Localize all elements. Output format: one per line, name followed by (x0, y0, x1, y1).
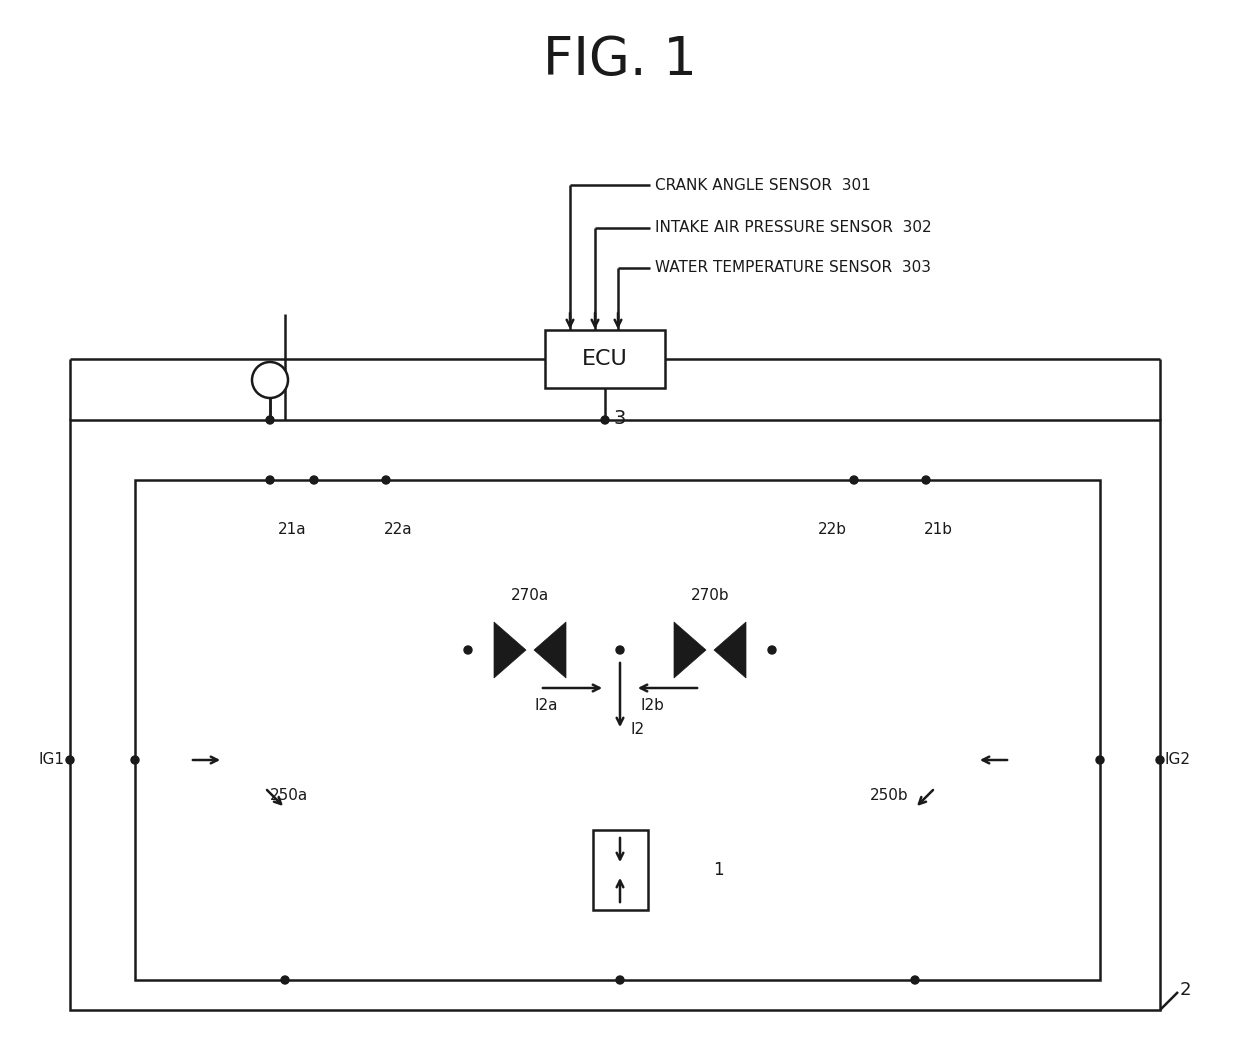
Text: 3: 3 (614, 408, 626, 428)
Circle shape (849, 476, 858, 484)
Polygon shape (494, 623, 526, 678)
Text: 250b: 250b (870, 787, 909, 803)
Circle shape (382, 476, 391, 484)
Circle shape (1156, 756, 1164, 764)
Text: 22b: 22b (817, 523, 847, 537)
Text: FIG. 1: FIG. 1 (543, 34, 697, 86)
Circle shape (267, 476, 274, 484)
Text: INTAKE AIR PRESSURE SENSOR  302: INTAKE AIR PRESSURE SENSOR 302 (655, 221, 931, 235)
Text: 22a: 22a (383, 523, 413, 537)
Text: IG2: IG2 (1166, 753, 1190, 767)
Text: 1: 1 (713, 861, 724, 879)
Circle shape (310, 476, 317, 484)
Bar (593, 830, 649, 910)
Bar (546, 330, 665, 388)
Circle shape (1096, 756, 1104, 764)
Text: WATER TEMPERATURE SENSOR  303: WATER TEMPERATURE SENSOR 303 (655, 260, 931, 276)
Circle shape (267, 416, 274, 424)
Circle shape (131, 756, 139, 764)
Circle shape (281, 976, 289, 984)
Text: IG1: IG1 (38, 753, 64, 767)
Text: 250a: 250a (270, 787, 309, 803)
Circle shape (911, 976, 919, 984)
Text: CRANK ANGLE SENSOR  301: CRANK ANGLE SENSOR 301 (655, 178, 870, 193)
Text: 21a: 21a (278, 523, 306, 537)
Polygon shape (714, 623, 746, 678)
Circle shape (601, 416, 609, 424)
Text: I2a: I2a (534, 699, 558, 713)
Text: 270b: 270b (691, 587, 729, 603)
Circle shape (464, 646, 472, 654)
Circle shape (923, 476, 930, 484)
Text: 21b: 21b (924, 523, 952, 537)
Circle shape (616, 646, 624, 654)
Text: 2: 2 (1180, 981, 1192, 999)
Circle shape (768, 646, 776, 654)
Text: ECU: ECU (582, 349, 627, 369)
Circle shape (252, 362, 288, 398)
Text: I2b: I2b (640, 699, 663, 713)
Polygon shape (675, 623, 706, 678)
Circle shape (616, 976, 624, 984)
Text: 270a: 270a (511, 587, 549, 603)
Circle shape (66, 756, 74, 764)
Bar (135, 480, 1100, 980)
Text: I2: I2 (630, 722, 644, 737)
Polygon shape (534, 623, 565, 678)
Bar (69, 420, 1159, 1010)
